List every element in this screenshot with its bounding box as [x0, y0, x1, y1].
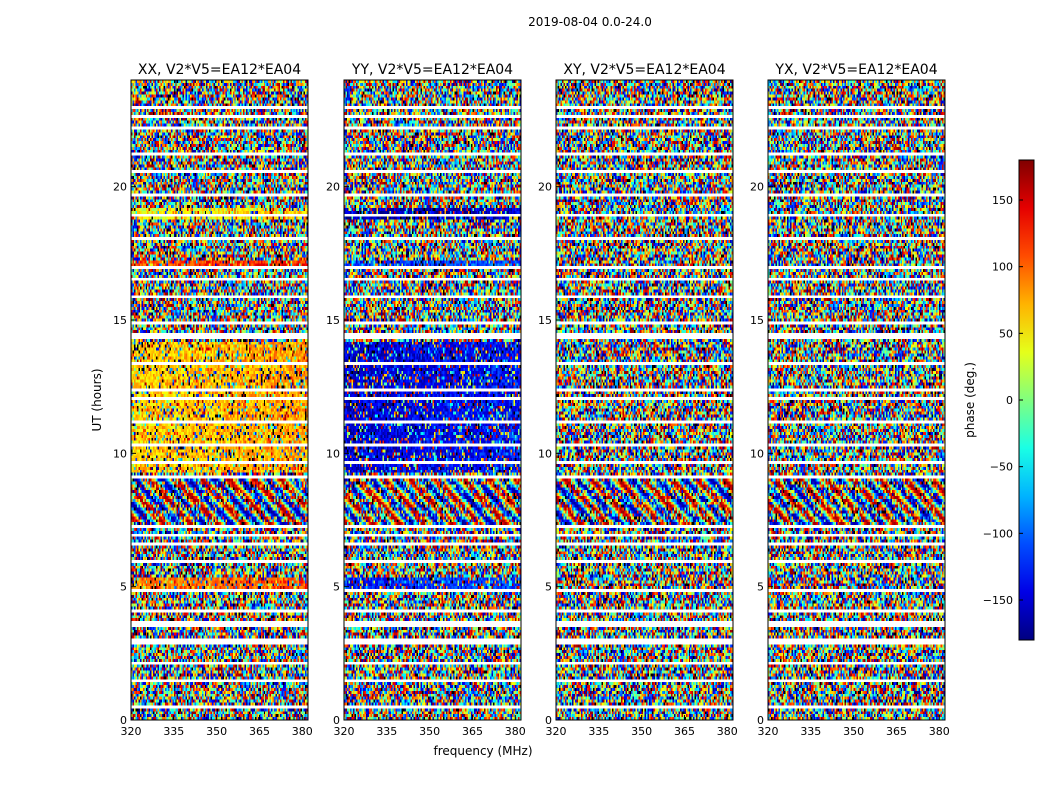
y-tick-label: 10	[326, 447, 340, 460]
x-tick-label: 335	[163, 725, 184, 738]
y-tick-label: 15	[113, 314, 127, 327]
x-tick-label: 380	[929, 725, 950, 738]
x-tick-label: 335	[588, 725, 609, 738]
y-tick-label: 20	[750, 181, 764, 194]
y-tick-label: 15	[326, 314, 340, 327]
panel-frame	[767, 79, 946, 721]
panel-frame	[343, 79, 522, 721]
x-tick-label: 320	[758, 725, 779, 738]
x-tick-label: 335	[800, 725, 821, 738]
panel-title: XX, V2*V5=EA12*EA04	[138, 62, 301, 78]
x-tick-label: 320	[546, 725, 567, 738]
y-tick-label: 0	[333, 714, 340, 727]
x-tick-label: 380	[292, 725, 313, 738]
panel-title: YY, V2*V5=EA12*EA04	[351, 62, 513, 78]
y-tick-label: 5	[757, 581, 764, 594]
colorbar-tick-label: −50	[990, 461, 1013, 474]
x-tick-label: 320	[334, 725, 355, 738]
phase-heatmap-yy	[344, 80, 521, 720]
y-tick-label: 10	[113, 447, 127, 460]
colorbar-tick-label: −150	[983, 594, 1013, 607]
x-tick-label: 350	[631, 725, 652, 738]
colorbar-tick-label: 0	[1006, 394, 1013, 407]
panel-title: XY, V2*V5=EA12*EA04	[563, 62, 725, 78]
y-tick-label: 10	[750, 447, 764, 460]
x-tick-label: 380	[717, 725, 738, 738]
panel-xx: XX, V2*V5=EA12*EA04 320 335 350 365 380 0 5 10 15…	[113, 62, 313, 738]
colorbar-tick-label: 50	[999, 327, 1013, 340]
x-tick-label: 350	[206, 725, 227, 738]
colorbar-tick-label: 100	[992, 261, 1013, 274]
panel-frame	[130, 79, 309, 721]
y-tick-label: 0	[120, 714, 127, 727]
y-tick-label: 5	[120, 581, 127, 594]
panels-group: XX, V2*V5=EA12*EA04 320 335 350 365 380 0 5 10 15…	[113, 62, 950, 738]
x-axis-label: frequency (MHz)	[433, 744, 532, 758]
y-tick-label: 5	[333, 581, 340, 594]
y-tick-label: 15	[750, 314, 764, 327]
colorbar-tick-label: 150	[992, 194, 1013, 207]
colorbar-label: phase (deg.)	[963, 362, 977, 438]
panel-yy: YY, V2*V5=EA12*EA04 320 335 350 365 380 0 5 10 15…	[326, 62, 526, 738]
x-tick-label: 335	[376, 725, 397, 738]
colorbar-tick-label: −100	[983, 527, 1013, 540]
panel-yx: YX, V2*V5=EA12*EA04 320 335 350 365 380 0 5 10 15…	[750, 62, 950, 738]
x-tick-label: 365	[674, 725, 695, 738]
x-tick-label: 365	[886, 725, 907, 738]
colorbar: −150 −100 −50 0 50 100 150 phase (deg.)	[963, 159, 1035, 641]
y-tick-label: 5	[545, 581, 552, 594]
y-tick-label: 20	[113, 181, 127, 194]
y-axis-label: UT (hours)	[90, 368, 104, 431]
x-tick-label: 350	[843, 725, 864, 738]
panel-title: YX, V2*V5=EA12*EA04	[774, 62, 937, 78]
x-tick-label: 365	[249, 725, 270, 738]
x-tick-label: 365	[462, 725, 483, 738]
y-tick-label: 0	[757, 714, 764, 727]
panel-frame	[555, 79, 734, 721]
y-tick-label: 10	[538, 447, 552, 460]
phase-heatmap-yx	[768, 80, 945, 720]
figure-title: 2019-08-04 0.0-24.0	[528, 15, 652, 29]
y-tick-label: 20	[326, 181, 340, 194]
panel-xy: XY, V2*V5=EA12*EA04 320 335 350 365 380 0 5 10 15…	[538, 62, 738, 738]
phase-heatmap-xy	[556, 80, 733, 720]
x-tick-label: 320	[121, 725, 142, 738]
y-tick-label: 15	[538, 314, 552, 327]
phase-heatmap-xx	[131, 80, 308, 720]
x-tick-label: 350	[419, 725, 440, 738]
x-tick-label: 380	[505, 725, 526, 738]
y-tick-label: 0	[545, 714, 552, 727]
y-tick-label: 20	[538, 181, 552, 194]
